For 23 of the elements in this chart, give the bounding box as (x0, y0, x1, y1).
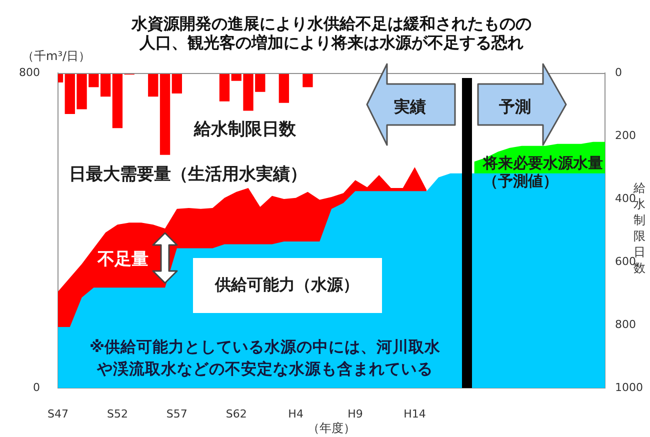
chart-title: 水資源開発の進展により水供給不足は緩和されたものの人口、観光客の増加により将来は水源が不足する恐れ (130, 14, 532, 52)
annotation: 実績 (394, 97, 426, 116)
y2-tick-label: 0 (615, 66, 622, 79)
x-axis-title: （年度） (308, 420, 356, 435)
x-tick-label: H4 (288, 407, 304, 420)
y2-tick-label: 400 (615, 192, 636, 205)
series-label: 日最大需要量（生活用水実績） (69, 164, 307, 184)
x-tick-label: H9 (348, 407, 363, 420)
y-axis-title: （千m³/日） (22, 49, 91, 64)
x-tick-label: S62 (226, 407, 247, 420)
y2-tick-label: 200 (615, 128, 636, 142)
x-tick-label: S57 (166, 407, 188, 420)
annotation: 予測 (499, 97, 531, 116)
annotation: 不足量 (96, 249, 148, 270)
x-tick-label: H14 (404, 407, 426, 420)
series-label: 給水制限日数 (193, 119, 297, 140)
annotation: ※供給可能力としている水源の中には、河川取水や渓流取水などの不安定な水源も含まれている (89, 338, 442, 378)
x-tick-label: S52 (106, 407, 128, 420)
series-label: 将来必要水源水量（予測値） (482, 154, 603, 190)
series-label: 供給可能力（水源） (214, 275, 359, 294)
y2-tick-label: 800 (615, 318, 636, 331)
x-tick-label: S47 (48, 407, 68, 420)
y2-tick-label: 1000 (615, 380, 643, 394)
